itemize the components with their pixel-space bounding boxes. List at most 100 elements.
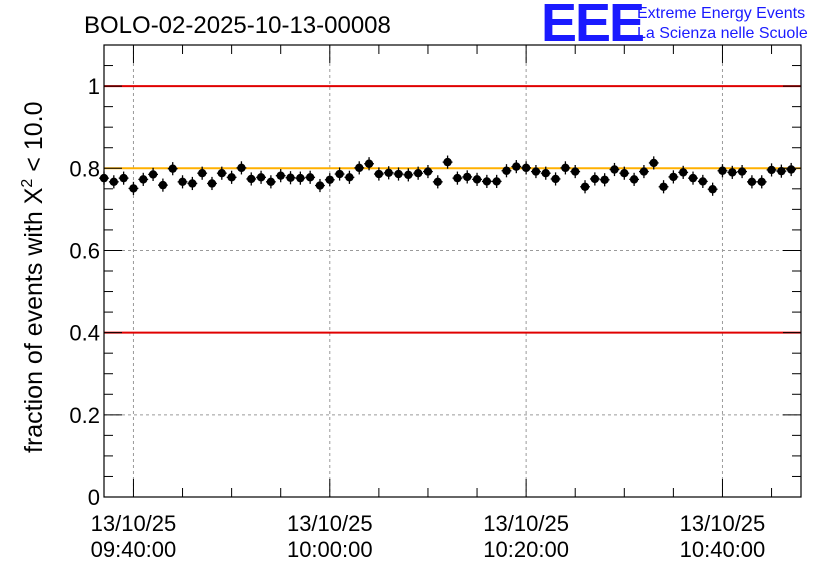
- data-marker: [335, 169, 344, 179]
- data-marker: [305, 173, 315, 182]
- data-point: [737, 164, 748, 179]
- data-point: [531, 164, 541, 179]
- data-marker: [315, 181, 325, 190]
- data-marker: [129, 184, 138, 193]
- data-point: [501, 164, 512, 178]
- data-point: [265, 175, 276, 189]
- data-point: [619, 166, 630, 180]
- y-axis-label: fraction of events with X2 < 10.0: [19, 102, 48, 453]
- data-point: [403, 168, 414, 182]
- data-marker: [217, 169, 227, 178]
- data-point: [727, 165, 738, 179]
- data-point: [570, 164, 581, 179]
- data-marker: [678, 168, 688, 177]
- data-point: [393, 167, 404, 181]
- data-point: [324, 173, 335, 187]
- data-marker: [463, 172, 472, 182]
- data-point: [157, 178, 168, 192]
- data-marker: [404, 170, 413, 180]
- data-marker: [374, 169, 384, 179]
- data-point: [442, 155, 453, 169]
- data-point: [315, 178, 325, 193]
- data-points: [99, 155, 797, 196]
- data-marker: [492, 177, 501, 186]
- data-point: [766, 163, 777, 177]
- data-marker: [551, 174, 560, 184]
- data-point: [128, 181, 139, 195]
- data-point: [678, 165, 689, 179]
- data-marker: [669, 172, 678, 182]
- data-marker: [649, 158, 658, 168]
- x-tick-label-time: 10:20:00: [483, 537, 569, 562]
- data-marker: [364, 159, 374, 168]
- data-point: [511, 160, 522, 174]
- data-point: [167, 162, 178, 176]
- y-tick-label: 0.6: [69, 238, 100, 263]
- data-point: [639, 164, 649, 179]
- data-point: [275, 169, 286, 183]
- data-point: [599, 173, 610, 187]
- data-marker: [747, 177, 757, 187]
- data-point: [540, 166, 551, 180]
- data-marker: [188, 179, 197, 188]
- data-marker: [629, 175, 639, 184]
- data-marker: [384, 168, 393, 177]
- x-tick-label-date: 13/10/25: [680, 511, 766, 536]
- data-point: [364, 157, 374, 171]
- data-point: [207, 176, 217, 191]
- data-marker: [413, 169, 423, 178]
- data-point: [717, 164, 728, 178]
- data-point: [472, 172, 482, 186]
- data-point: [648, 156, 659, 170]
- data-point: [344, 170, 355, 184]
- data-marker: [767, 165, 776, 175]
- data-point: [285, 171, 296, 185]
- data-marker: [482, 177, 492, 186]
- x-tick-labels: 13/10/2509:40:0013/10/2510:00:0013/10/25…: [91, 511, 766, 562]
- y-tick-labels: 0 0.2 0.4 0.6 0.8 1: [69, 74, 100, 510]
- data-point: [658, 180, 669, 194]
- x-tick-label-date: 13/10/25: [287, 511, 373, 536]
- x-tick-label-date: 13/10/25: [483, 511, 569, 536]
- data-marker: [708, 185, 717, 194]
- data-marker: [139, 175, 148, 184]
- data-marker: [266, 177, 276, 187]
- data-marker: [571, 167, 580, 176]
- data-point: [256, 170, 266, 184]
- data-point: [747, 175, 757, 189]
- plot-frame: [103, 44, 802, 498]
- data-point: [697, 174, 708, 188]
- data-marker: [590, 174, 600, 184]
- grid-lines: [104, 45, 801, 497]
- data-point: [481, 174, 492, 188]
- data-marker: [728, 168, 737, 177]
- data-point: [236, 161, 247, 175]
- data-marker: [786, 165, 796, 174]
- data-marker: [639, 167, 649, 176]
- data-marker: [521, 163, 531, 173]
- data-point: [560, 161, 571, 175]
- data-point: [373, 167, 384, 181]
- y-tick-label: 0.8: [69, 156, 100, 181]
- data-point: [246, 172, 257, 186]
- logo-line-1: Extreme Energy Events: [637, 5, 805, 22]
- data-point: [423, 164, 433, 179]
- data-point: [521, 161, 532, 175]
- data-point: [609, 162, 620, 177]
- x-tick-label-date: 13/10/25: [91, 511, 177, 536]
- data-point: [707, 182, 718, 196]
- data-marker: [197, 169, 207, 178]
- data-point: [177, 175, 188, 189]
- data-marker: [148, 170, 158, 179]
- data-marker: [688, 173, 698, 183]
- data-point: [491, 174, 502, 188]
- y-tick-label: 0: [88, 485, 100, 510]
- data-point: [108, 175, 119, 189]
- data-marker: [737, 167, 747, 176]
- y-tick-label: 0.2: [69, 403, 100, 428]
- data-marker: [620, 169, 629, 178]
- data-point: [413, 166, 424, 180]
- data-point: [589, 172, 600, 186]
- data-marker: [247, 174, 256, 184]
- logo-line-2: La Scienza nelle Scuole: [637, 25, 808, 42]
